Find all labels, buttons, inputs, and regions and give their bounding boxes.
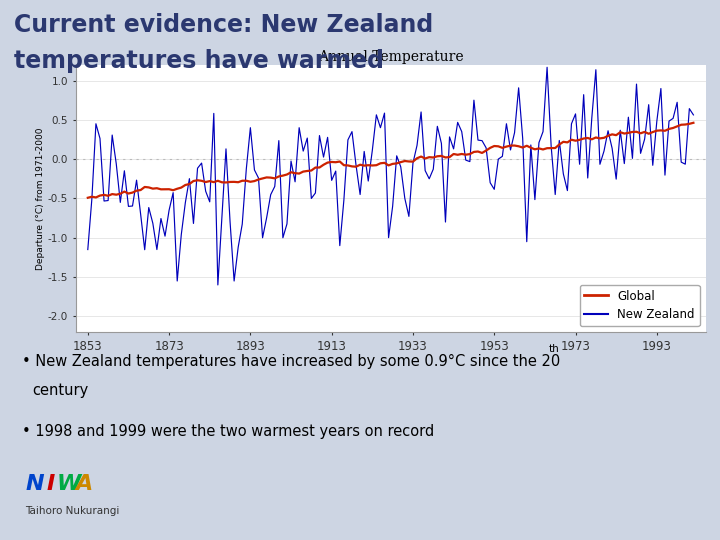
Legend: Global, New Zealand: Global, New Zealand [580, 285, 700, 326]
Text: I: I [47, 474, 55, 494]
Title: Annual Temperature: Annual Temperature [318, 50, 464, 64]
Text: N: N [25, 474, 44, 494]
Text: th: th [549, 344, 559, 354]
Text: temperatures have warmed: temperatures have warmed [14, 49, 384, 72]
Text: • New Zealand temperatures have increased by some 0.9°C since the 20: • New Zealand temperatures have increase… [22, 354, 560, 369]
Y-axis label: Departure (°C) from 1971-2000: Departure (°C) from 1971-2000 [36, 127, 45, 269]
Text: century: century [32, 383, 89, 399]
Text: • 1998 and 1999 were the two warmest years on record: • 1998 and 1999 were the two warmest yea… [22, 424, 434, 439]
Text: Current evidence: New Zealand: Current evidence: New Zealand [14, 14, 433, 37]
Text: A: A [76, 474, 93, 494]
Text: W: W [56, 474, 81, 494]
Text: Taihoro Nukurangi: Taihoro Nukurangi [25, 505, 120, 516]
